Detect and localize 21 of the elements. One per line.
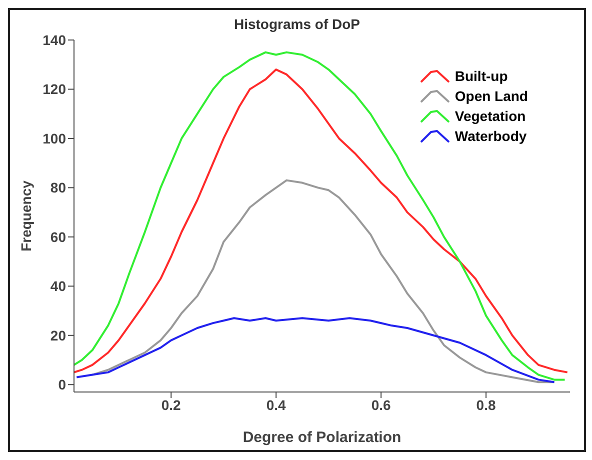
x-tick-label: 0.4 [266,396,286,413]
x-tick-label: 0.6 [371,396,391,413]
y-tick-label: 0 [58,376,66,393]
x-axis-title: Degree of Polarization [242,429,402,446]
y-tick-label: 120 [42,81,66,98]
line-series [91,179,556,384]
y-tick-label: 100 [42,130,66,146]
y-tick-label: 140 [42,32,66,48]
y-tick-label: 40 [50,278,66,294]
chart-title: Histograms of DoP [232,16,361,32]
y-tick-label: 60 [50,228,66,245]
line-series [76,317,556,384]
legend-label: Open Land [454,88,528,104]
legend-label: Built-up [454,68,508,84]
y-axis-title: Frequency [18,180,34,252]
x-tick-label: 0.2 [161,396,182,413]
legend-label: Waterbody [454,128,527,144]
legend-label: Vegetation [454,108,526,124]
x-tick-label: 0.8 [476,396,496,413]
y-tick-label: 80 [50,180,66,196]
y-tick-label: 20 [50,327,66,344]
